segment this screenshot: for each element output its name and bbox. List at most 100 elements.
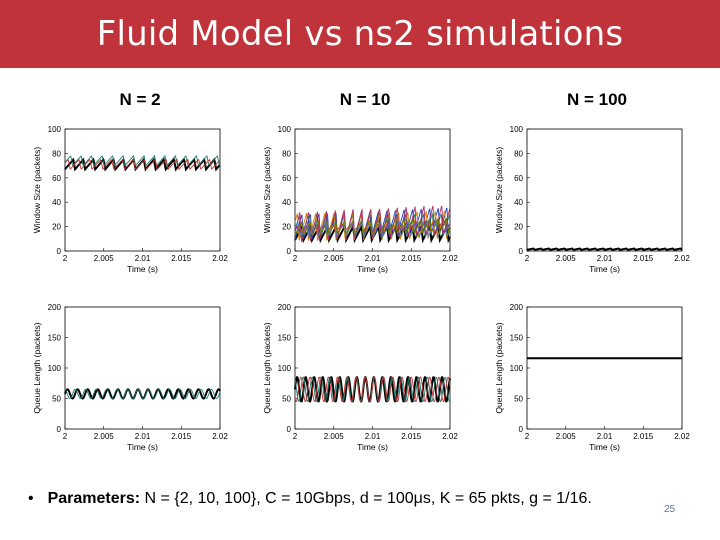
y-tick-label: 100	[48, 364, 62, 373]
y-tick-label: 150	[278, 334, 292, 343]
y-axis-label: Queue Length (packets)	[262, 322, 272, 413]
y-tick-label: 150	[48, 334, 62, 343]
y-tick-label: 0	[287, 425, 292, 434]
series-line	[294, 218, 451, 236]
y-tick-label: 60	[514, 174, 523, 183]
y-tick-label: 50	[514, 395, 523, 404]
x-tick-label: 2.02	[212, 432, 228, 441]
y-axis-label: Window Size (packets)	[262, 147, 272, 234]
y-tick-label: 80	[282, 149, 291, 158]
y-tick-label: 0	[287, 247, 292, 256]
series-line	[294, 376, 451, 403]
y-tick-label: 0	[57, 425, 62, 434]
column-label-n100: N = 100	[566, 90, 627, 109]
x-axis-label: Time (s)	[589, 442, 620, 452]
x-tick-label: 2	[63, 254, 68, 263]
y-axis-label: Window Size (packets)	[32, 147, 42, 234]
y-tick-label: 50	[282, 395, 291, 404]
y-tick-label: 80	[514, 149, 523, 158]
y-tick-label: 0	[519, 425, 524, 434]
x-axis-label: Time (s)	[357, 264, 388, 274]
column-label-n10: N = 10	[339, 90, 391, 109]
x-tick-label: 2	[525, 254, 530, 263]
x-tick-label: 2.015	[171, 254, 192, 263]
y-tick-label: 60	[52, 174, 61, 183]
series-line	[294, 220, 451, 238]
x-tick-label: 2.01	[597, 254, 613, 263]
x-axis-label: Time (s)	[127, 442, 158, 452]
x-tick-label: 2	[293, 432, 298, 441]
y-tick-label: 40	[52, 198, 61, 207]
y-tick-label: 100	[48, 125, 62, 134]
y-tick-label: 40	[514, 198, 523, 207]
y-tick-label: 20	[514, 223, 523, 232]
x-tick-label: 2.005	[94, 254, 115, 263]
x-tick-label: 2.015	[401, 254, 422, 263]
x-tick-label: 2.02	[674, 432, 690, 441]
x-tick-label: 2.015	[633, 254, 654, 263]
y-tick-label: 0	[519, 247, 524, 256]
x-tick-label: 2.01	[135, 432, 151, 441]
x-tick-label: 2.005	[94, 432, 115, 441]
x-tick-label: 2.015	[401, 432, 422, 441]
x-axis-label: Time (s)	[127, 264, 158, 274]
y-tick-label: 200	[278, 303, 292, 312]
y-tick-label: 100	[510, 364, 524, 373]
x-tick-label: 2.015	[171, 432, 192, 441]
x-tick-label: 2.02	[442, 254, 458, 263]
y-tick-label: 20	[282, 223, 291, 232]
parameters-label: Parameters:	[47, 490, 141, 507]
slide-title: Fluid Model vs ns2 simulations	[96, 14, 624, 54]
parameters-text: N = {2, 10, 100}, C = 10Gbps, d = 100μs,…	[140, 490, 592, 507]
y-tick-label: 80	[52, 149, 61, 158]
x-tick-label: 2.005	[556, 254, 577, 263]
x-tick-label: 2.005	[324, 432, 345, 441]
series-line	[526, 247, 683, 251]
x-tick-label: 2	[63, 432, 68, 441]
bullet: •	[28, 490, 34, 507]
plot-frame	[526, 306, 683, 430]
x-tick-label: 2.02	[674, 254, 690, 263]
x-axis-label: Time (s)	[357, 442, 388, 452]
y-tick-label: 0	[57, 247, 62, 256]
chart-window-n10: 0 20 40 60 80 100 2 2.005 2.01 2.015 2.02 Time (s) W…	[262, 125, 458, 274]
chart-window-n2: 0 20 40 60 80 100 2 2.005 2.01 2.015 2.02 Time (s) W…	[32, 125, 228, 274]
chart-queue-n10: 0 50 100 150 200 2 2.005 2.01 2.015 2.02 Time (s) Q…	[262, 303, 458, 452]
y-tick-label: 20	[52, 223, 61, 232]
series-line	[64, 388, 221, 399]
y-axis-label: Window Size (packets)	[494, 147, 504, 234]
y-tick-label: 100	[278, 364, 292, 373]
x-tick-label: 2.005	[324, 254, 345, 263]
y-tick-label: 60	[282, 174, 291, 183]
x-tick-label: 2.01	[365, 432, 381, 441]
x-tick-label: 2.02	[442, 432, 458, 441]
x-tick-label: 2.01	[135, 254, 151, 263]
title-bar: Fluid Model vs ns2 simulations	[0, 0, 720, 68]
y-tick-label: 200	[48, 303, 62, 312]
series-line	[64, 154, 221, 167]
y-tick-label: 200	[510, 303, 524, 312]
y-tick-label: 40	[282, 198, 291, 207]
y-tick-label: 150	[510, 334, 524, 343]
plot-frame	[526, 128, 683, 252]
x-tick-label: 2	[293, 254, 298, 263]
plot-frame	[64, 128, 221, 252]
y-axis-label: Queue Length (packets)	[32, 322, 42, 413]
page-number: 25	[664, 504, 676, 515]
chart-window-n100: 0 20 40 60 80 100 2 2.005 2.01 2.015 2.02 Time (s) W…	[494, 125, 690, 274]
plot-frame	[294, 306, 451, 430]
chart-queue-n100: 0 50 100 150 200 2 2.005 2.01 2.015 2.02 Time (s) Q…	[494, 303, 690, 452]
x-tick-label: 2.015	[633, 432, 654, 441]
parameters-line: • Parameters: N = {2, 10, 100}, C = 10Gbp…	[28, 490, 592, 508]
y-tick-label: 50	[52, 395, 61, 404]
x-axis-label: Time (s)	[589, 264, 620, 274]
plot-frame	[64, 306, 221, 430]
x-tick-label: 2.005	[556, 432, 577, 441]
column-label-n2: N = 2	[119, 90, 161, 109]
y-tick-label: 100	[278, 125, 292, 134]
x-tick-label: 2.01	[365, 254, 381, 263]
x-tick-label: 2	[525, 432, 530, 441]
chart-queue-n2: 0 50 100 150 200 2 2.005 2.01 2.015 2.02 Time (s) Q…	[32, 303, 228, 452]
x-tick-label: 2.02	[212, 254, 228, 263]
y-axis-label: Queue Length (packets)	[494, 322, 504, 413]
